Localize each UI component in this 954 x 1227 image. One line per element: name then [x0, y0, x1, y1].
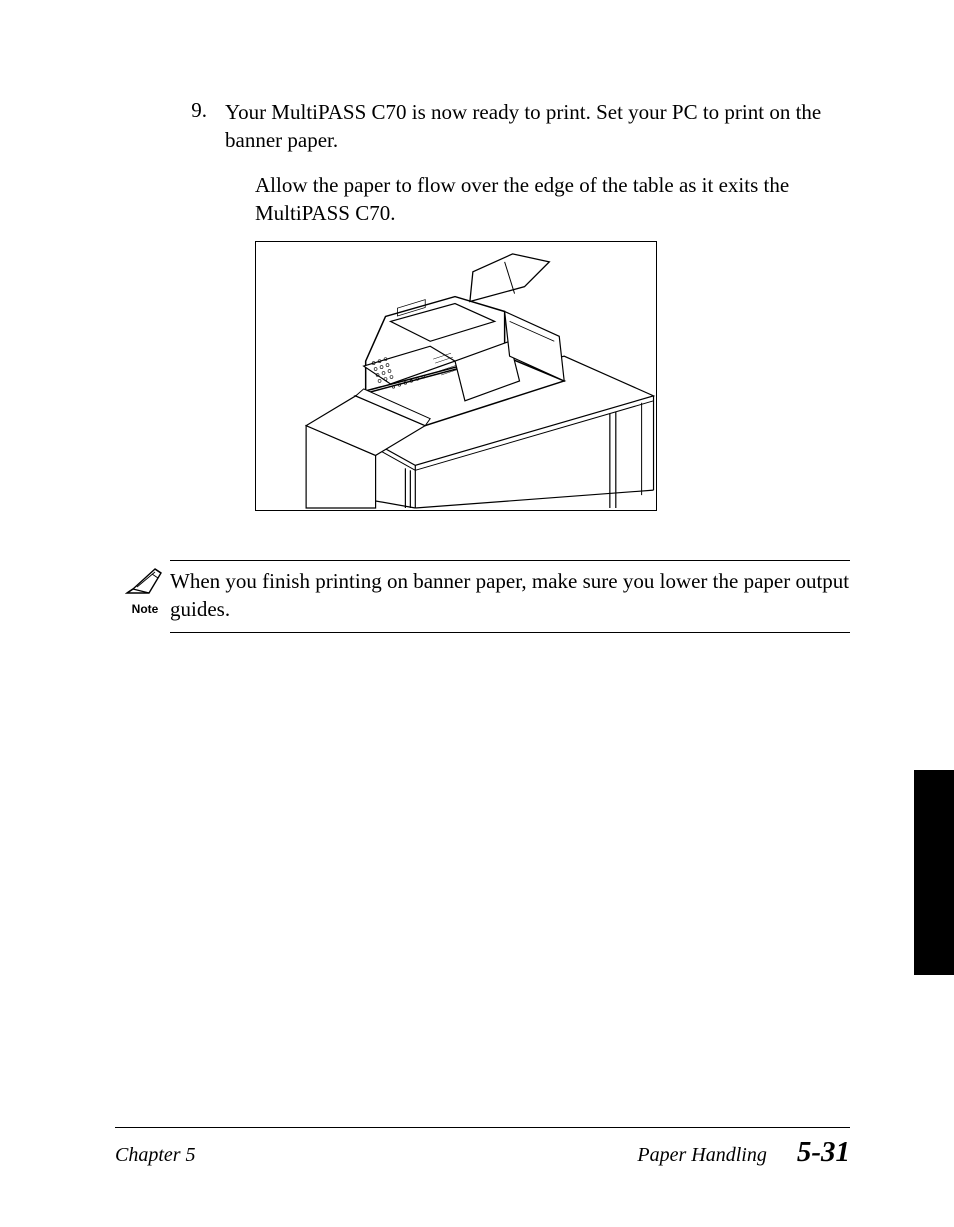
step-text: Your MultiPASS C70 is now ready to print…	[225, 98, 850, 155]
step-number: 9.	[170, 98, 225, 511]
footer-rule	[115, 1127, 850, 1128]
note-rule-bottom	[170, 632, 850, 633]
footer-page-number: 5-31	[797, 1136, 850, 1169]
note-label: Note	[120, 602, 170, 616]
side-thumb-tab	[914, 770, 954, 975]
printer-illustration	[255, 241, 657, 511]
step-row: 9. Your MultiPASS C70 is now ready to pr…	[170, 98, 850, 511]
footer-chapter: Chapter 5	[115, 1144, 196, 1167]
note-pencil-icon	[125, 582, 165, 599]
note-rule-top	[170, 560, 850, 561]
note-text: When you finish printing on banner paper…	[170, 567, 850, 624]
step-subtext: Allow the paper to flow over the edge of…	[255, 171, 850, 228]
footer-section: Paper Handling	[637, 1144, 766, 1167]
